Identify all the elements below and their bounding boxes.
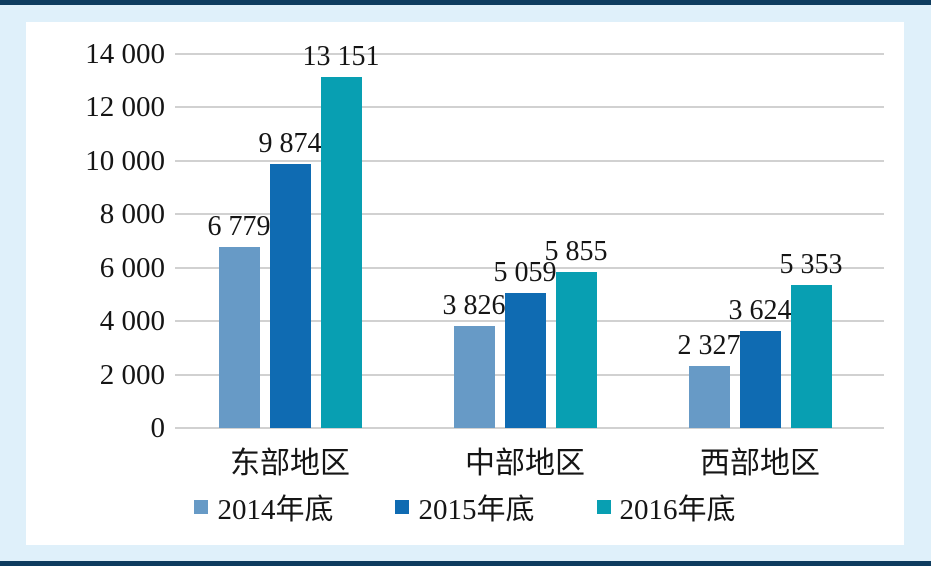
y-axis-tick-label: 8 000 [99,198,165,231]
gridline [175,266,884,269]
x-axis-category-label: 中部地区 [465,447,585,480]
bar-2016年底-中部地区 [555,271,597,428]
gridline [175,159,884,162]
bar-2015年底-东部地区 [269,164,311,428]
x-axis-category-label: 西部地区 [700,447,820,480]
legend-item: 2014年底 [194,493,333,527]
legend-color-swatch-icon [395,500,410,514]
bar-value-label: 5 855 [544,235,608,267]
gridline [175,427,884,429]
bar-value-label: 2 327 [677,329,741,361]
y-axis-tick-label: 0 [150,412,166,444]
bar-2016年底-东部地区 [320,76,362,428]
bar-2014年底-东部地区 [218,246,260,428]
bar-value-label: 13 151 [302,40,380,72]
bar-value-label: 9 874 [258,128,322,160]
gridline [175,106,884,109]
bar-value-label: 3 624 [728,295,792,327]
top-border-rule [0,0,931,5]
bar-value-label: 5 353 [779,248,843,280]
y-axis-tick-label: 6 000 [99,251,165,284]
bar-value-label: 3 826 [442,289,506,321]
gridline [175,53,884,55]
bar-2014年底-中部地区 [453,325,495,428]
legend-color-swatch-icon [194,500,209,514]
bottom-border-rule [0,561,931,566]
y-axis-tick-label: 10 000 [85,144,165,177]
legend: 2014年底 2015年底 2016年底 [26,490,904,530]
y-axis-tick-label: 2 000 [99,358,165,391]
legend-item: 2015年底 [395,493,535,527]
y-axis-tick-label: 4 000 [99,305,165,338]
bar-value-label: 5 059 [493,256,557,288]
bar-2015年底-西部地区 [739,331,781,428]
legend-item: 2016年底 [596,493,736,527]
y-axis-tick-label: 14 000 [85,38,165,70]
bar-2015年底-中部地区 [504,292,546,428]
bar-2014年底-西部地区 [688,365,730,428]
bar-value-label: 6 779 [207,210,271,242]
gridline [175,213,884,216]
x-axis-category-label: 东部地区 [230,447,350,480]
bar-2016年底-西部地区 [790,284,832,428]
legend-label: 2015年底 [418,494,535,526]
y-axis-tick-label: 12 000 [85,91,165,124]
legend-label: 2016年底 [619,494,736,526]
legend-label: 2014年底 [217,494,334,526]
legend-color-swatch-icon [596,500,611,514]
chart-card: 0 2 000 4 000 6 000 8 000 10 000 12 000 14 000 6… [26,22,904,545]
